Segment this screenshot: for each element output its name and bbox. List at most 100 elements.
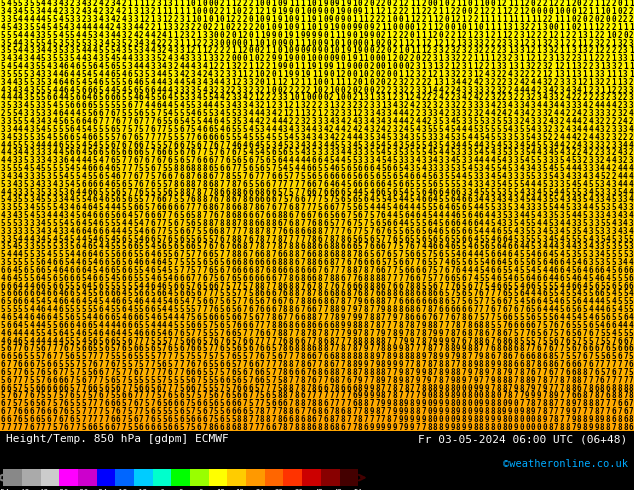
Text: 7: 7 bbox=[156, 109, 161, 118]
Text: 6: 6 bbox=[531, 258, 536, 267]
Text: 2: 2 bbox=[375, 125, 380, 134]
Text: 8: 8 bbox=[456, 368, 460, 377]
Text: 5: 5 bbox=[105, 235, 109, 244]
Text: 7: 7 bbox=[249, 282, 253, 291]
Text: 7: 7 bbox=[283, 297, 288, 306]
Text: 7: 7 bbox=[387, 376, 391, 385]
Text: 7: 7 bbox=[444, 282, 449, 291]
Text: 5: 5 bbox=[6, 164, 11, 173]
Text: 3: 3 bbox=[519, 172, 524, 181]
Text: 7: 7 bbox=[133, 125, 138, 134]
Text: 4: 4 bbox=[243, 94, 247, 102]
Text: 5: 5 bbox=[64, 141, 68, 149]
Text: 0: 0 bbox=[387, 0, 391, 8]
Text: 6: 6 bbox=[467, 282, 472, 291]
Text: 4: 4 bbox=[29, 282, 34, 291]
Text: 0: 0 bbox=[370, 0, 374, 8]
Text: 8: 8 bbox=[364, 352, 368, 361]
Text: 6: 6 bbox=[208, 297, 212, 306]
Text: 4: 4 bbox=[35, 337, 40, 345]
Text: 5: 5 bbox=[548, 337, 553, 345]
Text: 6: 6 bbox=[288, 415, 294, 424]
Text: 4: 4 bbox=[588, 117, 593, 126]
Text: 2: 2 bbox=[496, 94, 501, 102]
Text: 6: 6 bbox=[122, 392, 126, 400]
Text: 1: 1 bbox=[410, 47, 415, 55]
Text: 6: 6 bbox=[491, 258, 495, 267]
Text: 5: 5 bbox=[594, 321, 599, 330]
Text: 4: 4 bbox=[439, 148, 443, 157]
Text: 4: 4 bbox=[12, 250, 16, 259]
Text: 6: 6 bbox=[105, 399, 109, 408]
Text: 4: 4 bbox=[58, 86, 63, 95]
Text: 0: 0 bbox=[352, 70, 357, 79]
Text: 4: 4 bbox=[623, 188, 628, 196]
Text: 1: 1 bbox=[133, 0, 138, 8]
Text: 6: 6 bbox=[150, 415, 155, 424]
Text: 8: 8 bbox=[415, 360, 420, 369]
Text: 7: 7 bbox=[243, 297, 247, 306]
Text: 6: 6 bbox=[312, 415, 316, 424]
Text: 7: 7 bbox=[168, 337, 172, 345]
Text: 1: 1 bbox=[560, 31, 564, 40]
Text: 3: 3 bbox=[542, 211, 547, 220]
Text: 4: 4 bbox=[577, 141, 581, 149]
Text: 0: 0 bbox=[214, 31, 219, 40]
Text: 8: 8 bbox=[450, 329, 455, 338]
Text: 5: 5 bbox=[53, 423, 57, 432]
Text: 6: 6 bbox=[301, 392, 305, 400]
Text: 8: 8 bbox=[346, 266, 351, 275]
Text: 8: 8 bbox=[318, 290, 322, 298]
Text: 3: 3 bbox=[536, 243, 541, 251]
Text: 7: 7 bbox=[381, 313, 385, 322]
Text: 8: 8 bbox=[444, 360, 449, 369]
Text: 4: 4 bbox=[560, 109, 564, 118]
Text: 5: 5 bbox=[133, 352, 138, 361]
Text: 5: 5 bbox=[75, 399, 80, 408]
Text: 7: 7 bbox=[594, 360, 599, 369]
Text: 7: 7 bbox=[133, 392, 138, 400]
Text: 5: 5 bbox=[502, 266, 507, 275]
Text: 5: 5 bbox=[456, 274, 460, 283]
Text: 6: 6 bbox=[214, 305, 219, 314]
Text: 6: 6 bbox=[197, 399, 201, 408]
Text: 4: 4 bbox=[346, 133, 351, 142]
Text: 1: 1 bbox=[566, 47, 570, 55]
Text: 6: 6 bbox=[231, 329, 236, 338]
Text: 0: 0 bbox=[197, 15, 201, 24]
Text: 5: 5 bbox=[47, 297, 51, 306]
Text: 4: 4 bbox=[1, 337, 5, 345]
Text: 6: 6 bbox=[41, 258, 46, 267]
Text: 8: 8 bbox=[301, 399, 305, 408]
Text: 7: 7 bbox=[346, 423, 351, 432]
Text: 1: 1 bbox=[566, 70, 570, 79]
Text: 8: 8 bbox=[237, 423, 242, 432]
Text: 6: 6 bbox=[116, 384, 120, 392]
Text: 7: 7 bbox=[491, 368, 495, 377]
Text: 6: 6 bbox=[249, 235, 253, 244]
Text: 5: 5 bbox=[249, 399, 253, 408]
Text: 6: 6 bbox=[525, 274, 529, 283]
Text: 3: 3 bbox=[519, 47, 524, 55]
Text: 6: 6 bbox=[260, 274, 264, 283]
Text: 6: 6 bbox=[139, 148, 143, 157]
Text: 4: 4 bbox=[81, 0, 86, 8]
Text: 5: 5 bbox=[174, 392, 178, 400]
Text: 8: 8 bbox=[358, 384, 363, 392]
Text: 4: 4 bbox=[53, 78, 57, 87]
Text: 6: 6 bbox=[335, 172, 339, 181]
Text: 4: 4 bbox=[41, 141, 46, 149]
Text: 2: 2 bbox=[566, 109, 570, 118]
Text: 6: 6 bbox=[444, 274, 449, 283]
Text: 3: 3 bbox=[6, 125, 11, 134]
Text: 2: 2 bbox=[381, 7, 385, 16]
Text: 0: 0 bbox=[340, 94, 346, 102]
Text: 4: 4 bbox=[340, 148, 346, 157]
Text: 4: 4 bbox=[560, 282, 564, 291]
Text: 6: 6 bbox=[208, 164, 212, 173]
Text: 5: 5 bbox=[554, 196, 559, 204]
Text: 3: 3 bbox=[600, 258, 605, 267]
Text: 8: 8 bbox=[352, 321, 357, 330]
Text: 7: 7 bbox=[127, 368, 132, 377]
Text: 3: 3 bbox=[398, 133, 403, 142]
